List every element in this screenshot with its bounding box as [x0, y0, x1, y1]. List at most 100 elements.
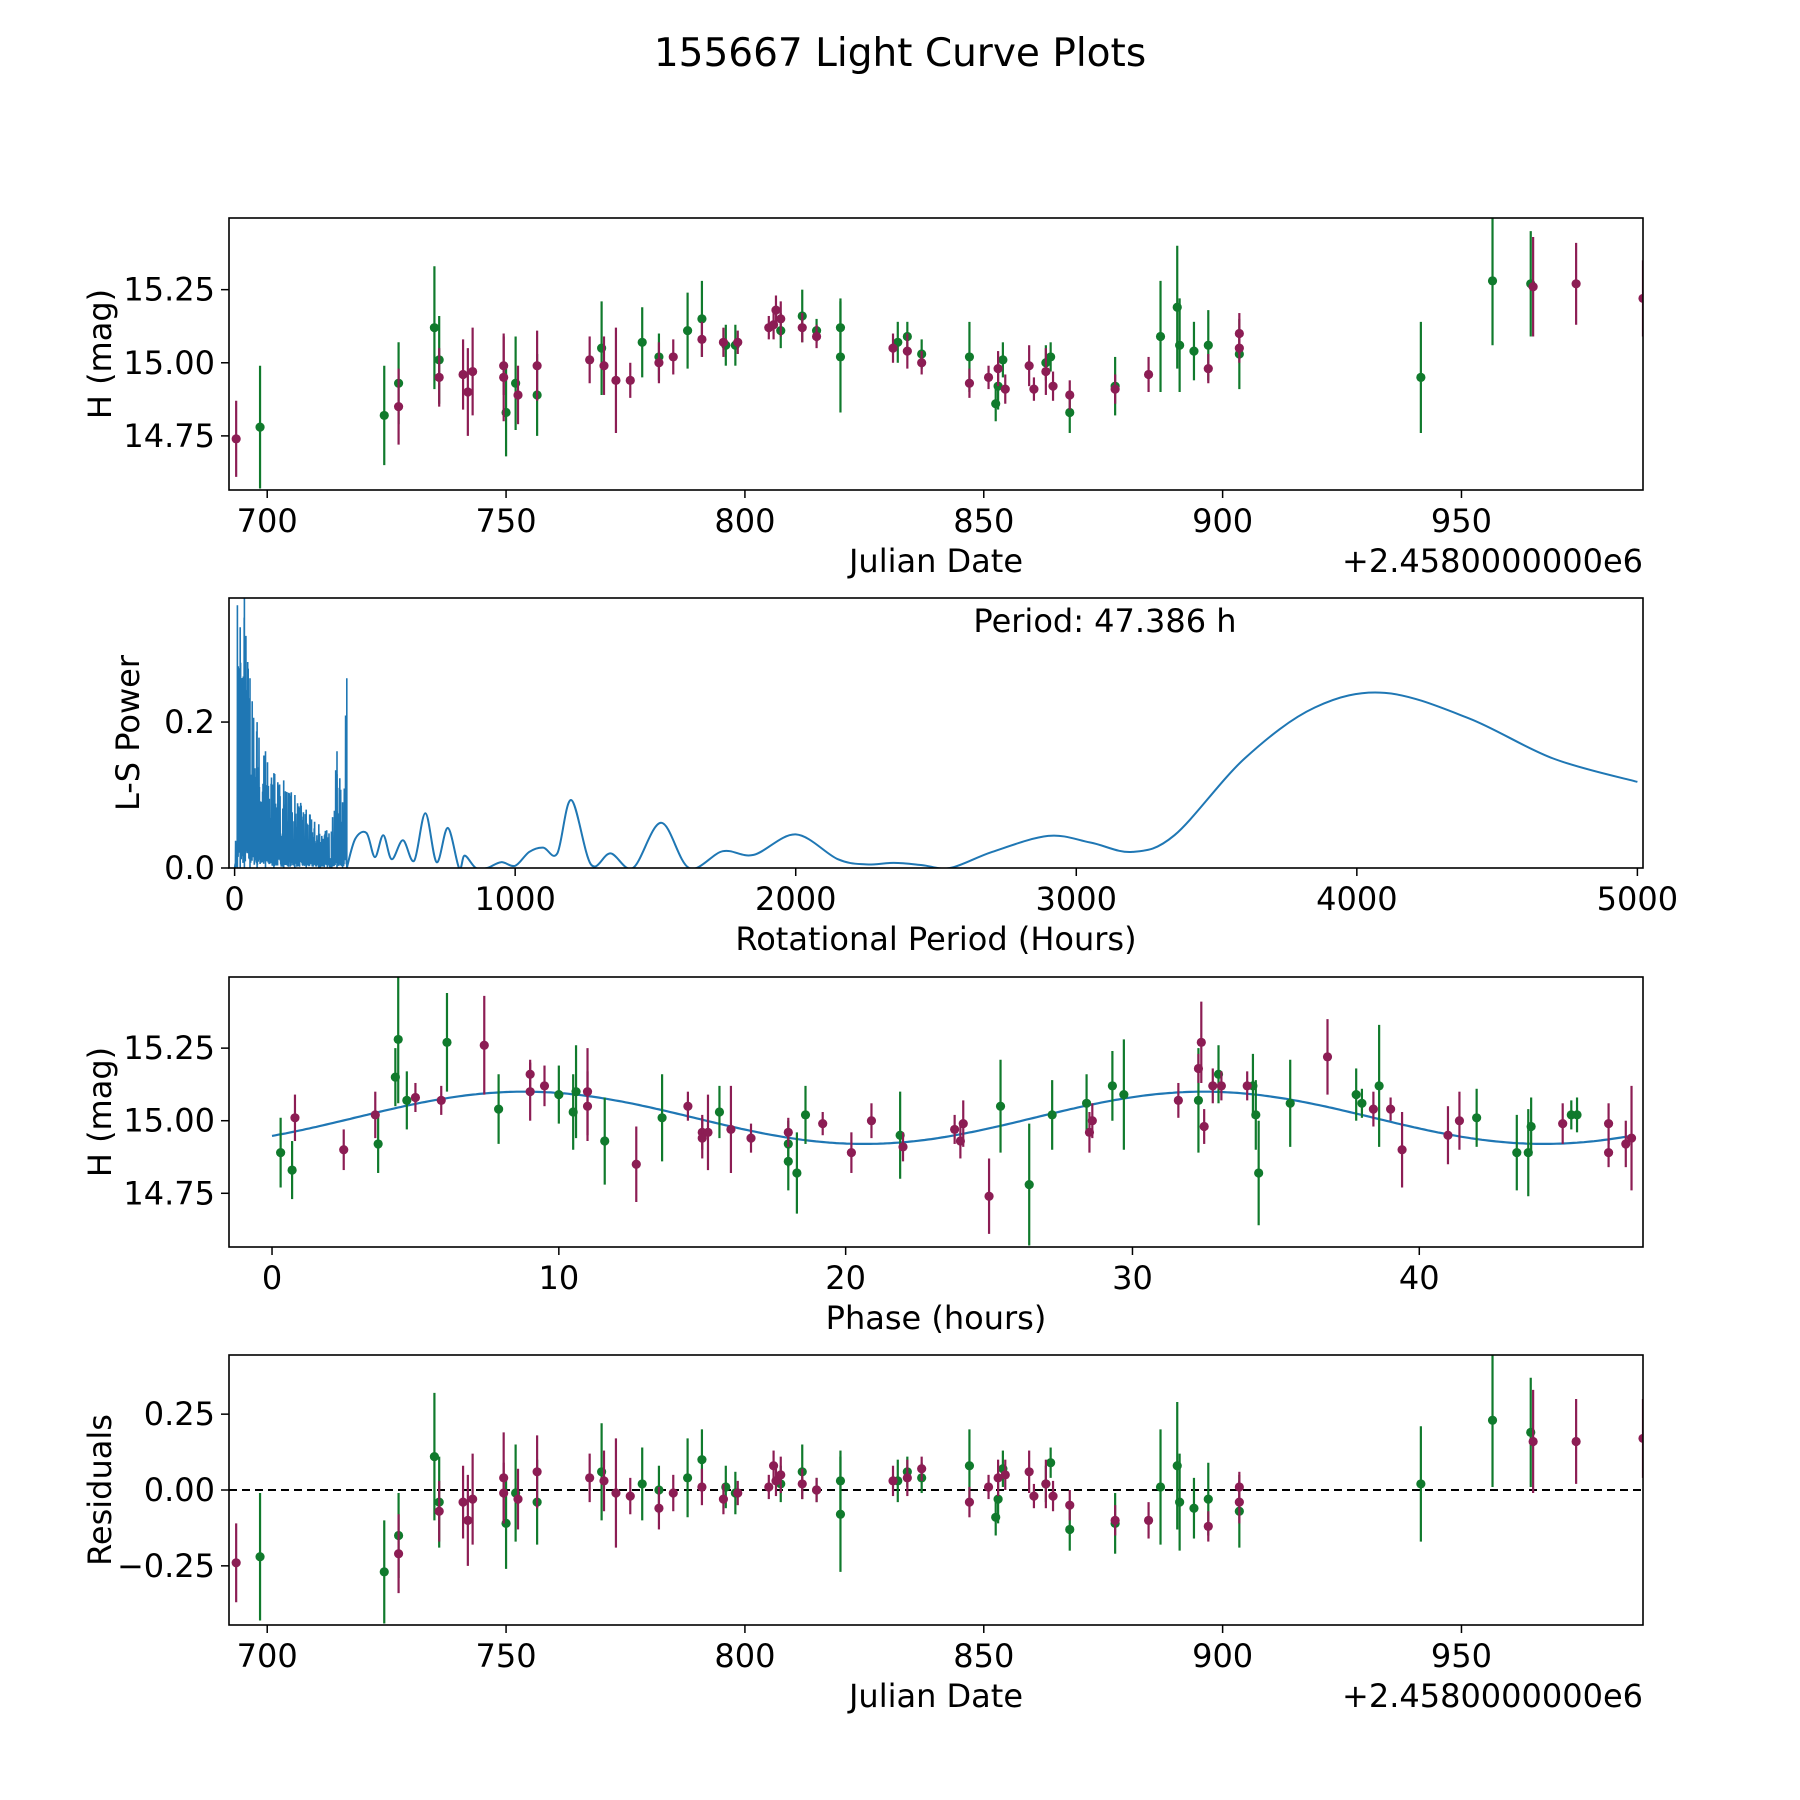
residuals-ticks: 700 750 800 850 900 950 −0.25 0.00 0.25: [117, 1395, 1492, 1675]
data-marker: [797, 323, 807, 333]
data-point-magenta: [1322, 1019, 1333, 1095]
periodogram-xlabel: Rotational Period (Hours): [735, 920, 1136, 958]
data-point-magenta: [393, 1514, 404, 1594]
data-point-magenta: [1443, 1106, 1453, 1165]
data-marker: [585, 355, 595, 365]
data-point-magenta: [1203, 1511, 1213, 1542]
data-marker: [442, 1037, 452, 1047]
data-point-green: [571, 1045, 581, 1139]
data-point-green: [657, 1074, 667, 1162]
y-tick-label: 0.0: [164, 849, 215, 887]
data-marker: [429, 1452, 440, 1462]
data-marker: [776, 314, 786, 324]
data-marker: [1558, 1119, 1568, 1129]
data-marker: [1528, 1436, 1538, 1447]
data-marker: [513, 390, 523, 400]
data-point-magenta: [964, 368, 975, 398]
data-marker: [917, 1464, 927, 1474]
data-point-green: [255, 365, 265, 489]
light-curve-ylabel: H (mag): [81, 289, 119, 419]
data-point-magenta: [1143, 1502, 1154, 1539]
data-marker: [811, 331, 822, 342]
data-marker: [1065, 1500, 1075, 1510]
data-point-magenta: [1603, 1103, 1614, 1144]
data-marker: [718, 1494, 729, 1504]
y-tick-label: 0.00: [144, 1471, 215, 1509]
data-point-magenta: [683, 1091, 693, 1121]
data-marker: [1621, 1139, 1631, 1149]
data-marker: [697, 1455, 707, 1465]
data-marker: [1528, 282, 1538, 292]
data-point-green: [373, 1114, 383, 1173]
data-point-green: [554, 1065, 564, 1124]
data-point-magenta: [1571, 242, 1581, 325]
periodogram-spikes: [233, 598, 348, 868]
data-marker: [379, 410, 389, 421]
light-curve-offset-text: +2.4580000000e6: [1342, 542, 1643, 580]
light-curve-marks: [231, 218, 1643, 489]
x-tick-label: 700: [237, 502, 298, 540]
data-marker: [1374, 1081, 1384, 1091]
data-marker: [1357, 1098, 1367, 1108]
x-tick-label: 900: [1192, 502, 1253, 540]
data-marker: [231, 434, 241, 444]
data-marker: [964, 378, 975, 388]
data-point-magenta: [1110, 374, 1120, 404]
data-marker: [983, 1482, 994, 1492]
data-marker: [255, 1552, 265, 1562]
data-point-green: [835, 1456, 846, 1572]
data-marker: [1173, 1095, 1183, 1105]
data-marker: [1081, 1098, 1092, 1108]
light-curve-ticks: 700 750 800 850 900 950 14.75 15.00 15.25: [123, 271, 1492, 540]
data-point-magenta: [964, 1486, 975, 1518]
data-point-magenta: [1603, 1138, 1614, 1168]
data-marker: [1251, 1110, 1261, 1120]
data-marker: [682, 1473, 693, 1483]
x-tick-label: 800: [714, 1637, 775, 1675]
x-tick-label: 850: [953, 502, 1014, 540]
data-marker: [458, 1497, 468, 1507]
data-marker: [726, 1124, 736, 1135]
data-point-magenta: [339, 1129, 349, 1171]
data-point-magenta: [599, 1450, 609, 1512]
data-marker: [898, 1142, 908, 1152]
data-point-green: [1487, 1355, 1498, 1487]
data-marker: [783, 1127, 793, 1137]
y-tick-label: 15.25: [123, 271, 215, 309]
data-point-magenta: [582, 1048, 593, 1136]
data-point-magenta: [468, 1453, 478, 1545]
data-point-magenta: [1048, 1480, 1058, 1512]
data-marker: [818, 1119, 828, 1129]
data-marker: [1234, 328, 1244, 339]
data-point-magenta: [846, 1132, 856, 1173]
data-marker: [1000, 384, 1010, 394]
period-annotation: Period: 47.386 h: [973, 602, 1236, 640]
data-point-green: [442, 992, 452, 1092]
data-marker: [554, 1089, 564, 1100]
data-marker: [599, 1476, 609, 1486]
data-marker: [1193, 1095, 1204, 1105]
data-point-green: [1155, 1429, 1166, 1545]
data-marker: [1638, 293, 1643, 304]
data-marker: [339, 1145, 349, 1155]
data-marker: [1487, 276, 1498, 286]
data-point-green: [995, 1059, 1006, 1153]
data-marker: [1119, 1089, 1129, 1100]
data-point-magenta: [746, 1123, 756, 1153]
x-tick-label: 750: [476, 502, 537, 540]
data-point-magenta: [703, 1094, 713, 1171]
data-point-magenta: [1041, 348, 1051, 395]
data-marker: [983, 372, 994, 382]
data-point-green: [379, 1520, 389, 1624]
data-point-magenta: [1621, 1120, 1631, 1168]
light-curve-panel: 700 750 800 850 900 950 14.75 15.00 15.25 Julian…: [81, 217, 1644, 580]
periodogram-marks: [233, 598, 1638, 868]
data-point-magenta: [726, 1085, 736, 1173]
light-curve-xlabel: Julian Date: [847, 542, 1023, 580]
data-point-green: [637, 1447, 647, 1521]
data-marker: [463, 1515, 473, 1525]
data-marker: [290, 1113, 300, 1123]
data-point-green: [792, 1132, 802, 1214]
y-tick-label: 0.2: [164, 703, 215, 741]
y-tick-label: 15.25: [123, 1029, 215, 1067]
